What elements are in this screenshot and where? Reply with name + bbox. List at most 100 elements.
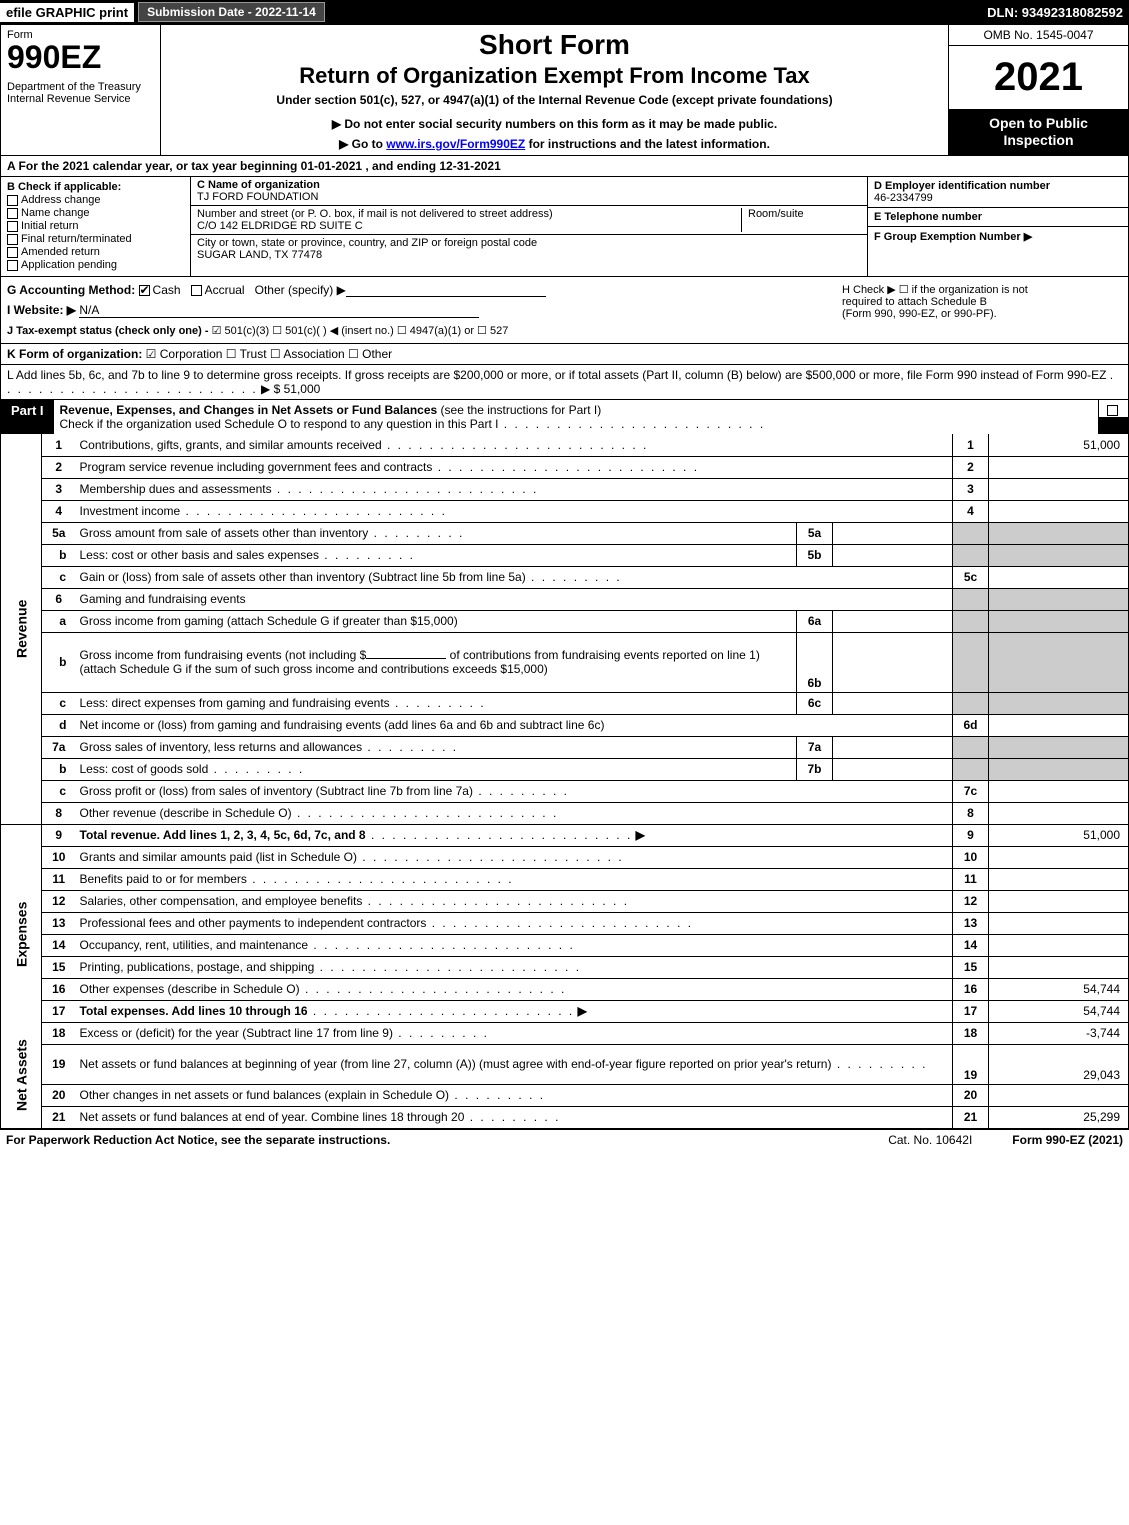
arrow-icon: ▶ (636, 828, 645, 842)
chk-accrual[interactable] (191, 285, 202, 296)
row-12-value (989, 890, 1129, 912)
row-15-rlab: 15 (953, 956, 989, 978)
row-15-desc: Printing, publications, postage, and shi… (80, 960, 315, 974)
c-name-label: C Name of organization (197, 179, 861, 191)
part-1-tab: Part I (1, 400, 54, 421)
other-specify-input[interactable] (346, 283, 546, 297)
row-7b-shade (953, 758, 989, 780)
l-text: L Add lines 5b, 6c, and 7b to line 9 to … (7, 368, 1106, 382)
row-19-desc: Net assets or fund balances at beginning… (80, 1057, 832, 1071)
c-addr-label: Number and street (or P. O. box, if mail… (197, 208, 741, 220)
row-2-num: 2 (42, 456, 76, 478)
efile-label: efile GRAPHIC print (0, 3, 134, 22)
row-17-num: 17 (42, 1000, 76, 1022)
row-4-num: 4 (42, 500, 76, 522)
row-11-rlab: 11 (953, 868, 989, 890)
dots-icon (464, 1110, 560, 1124)
row-15-value (989, 956, 1129, 978)
row-5c-desc: Gain or (loss) from sale of assets other… (80, 570, 526, 584)
row-6a-desc: Gross income from gaming (attach Schedul… (80, 614, 458, 628)
line-a: A For the 2021 calendar year, or tax yea… (0, 156, 1129, 177)
chk-address-change[interactable]: Address change (7, 194, 184, 206)
h-text2: required to attach Schedule B (842, 296, 1122, 308)
row-7b-inval (833, 758, 953, 780)
row-12-rlab: 12 (953, 890, 989, 912)
row-19-rlab: 19 (953, 1044, 989, 1084)
part-1-checkbox-cell (1098, 400, 1128, 417)
dots-icon (498, 417, 765, 431)
row-5c-rlab: 5c (953, 566, 989, 588)
row-4-value (989, 500, 1129, 522)
row-6a-inlab: 6a (797, 610, 833, 632)
row-18-rlab: 18 (953, 1022, 989, 1044)
row-15-num: 15 (42, 956, 76, 978)
row-18-desc: Excess or (deficit) for the year (Subtra… (80, 1026, 393, 1040)
k-options: ☑ Corporation ☐ Trust ☐ Association ☐ Ot… (146, 347, 392, 361)
row-21-rlab: 21 (953, 1106, 989, 1128)
part-1-title: Revenue, Expenses, and Changes in Net As… (54, 400, 1098, 434)
row-9-value: 51,000 (989, 824, 1129, 846)
l-amount: 51,000 (284, 382, 321, 396)
row-3-value (989, 478, 1129, 500)
row-2-rlab: 2 (953, 456, 989, 478)
chk-application-pending[interactable]: Application pending (7, 259, 184, 271)
row-5c-num: c (42, 566, 76, 588)
part-1-header: Part I Revenue, Expenses, and Changes in… (0, 400, 1129, 434)
dots-icon (308, 938, 575, 952)
row-14-rlab: 14 (953, 934, 989, 956)
dots-icon (382, 438, 649, 452)
row-7a-shade (953, 736, 989, 758)
f-label: F Group Exemption Number ▶ (874, 230, 1122, 243)
side-revenue: Revenue (1, 434, 42, 824)
row-18-num: 18 (42, 1022, 76, 1044)
irs-link[interactable]: www.irs.gov/Form990EZ (386, 137, 525, 151)
l-amount-prefix: ▶ $ (261, 382, 284, 396)
goto-prefix: ▶ Go to (339, 137, 386, 151)
b-header: B Check if applicable: (7, 181, 184, 193)
dots-icon (292, 806, 559, 820)
dots-icon (426, 916, 693, 930)
row-6d-desc: Net income or (loss) from gaming and fun… (80, 718, 605, 732)
form-header: Form 990EZ Department of the Treasury In… (0, 24, 1129, 156)
dln-label: DLN: 93492318082592 (987, 5, 1129, 20)
row-8-num: 8 (42, 802, 76, 824)
row-20-desc: Other changes in net assets or fund bala… (80, 1088, 450, 1102)
row-4-rlab: 4 (953, 500, 989, 522)
main-title: Return of Organization Exempt From Incom… (169, 63, 940, 89)
e-label: E Telephone number (874, 211, 1122, 223)
column-c: C Name of organization TJ FORD FOUNDATIO… (191, 177, 868, 276)
row-5b-num: b (42, 544, 76, 566)
dots-icon (368, 526, 464, 540)
chk-amended-return[interactable]: Amended return (7, 246, 184, 258)
row-13-rlab: 13 (953, 912, 989, 934)
column-b: B Check if applicable: Address change Na… (1, 177, 191, 276)
arrow-icon: ▶ (578, 1004, 587, 1018)
row-10-value (989, 846, 1129, 868)
row-1-value: 51,000 (989, 434, 1129, 456)
chk-cash[interactable] (139, 285, 150, 296)
chk-initial-return[interactable]: Initial return (7, 220, 184, 232)
chk-schedule-o[interactable] (1107, 405, 1118, 416)
row-20-num: 20 (42, 1084, 76, 1106)
chk-final-return[interactable]: Final return/terminated (7, 233, 184, 245)
row-2-desc: Program service revenue including govern… (80, 460, 433, 474)
row-6-shade2 (989, 588, 1129, 610)
dots-icon (319, 548, 415, 562)
row-6a-shade (953, 610, 989, 632)
dots-icon (362, 894, 629, 908)
row-6d-value (989, 714, 1129, 736)
open-to-public: Open to Public Inspection (949, 109, 1128, 155)
chk-name-change[interactable]: Name change (7, 207, 184, 219)
d-label: D Employer identification number (874, 180, 1122, 192)
row-1-rlab: 1 (953, 434, 989, 456)
row-14-desc: Occupancy, rent, utilities, and maintena… (80, 938, 309, 952)
row-12-desc: Salaries, other compensation, and employ… (80, 894, 363, 908)
org-name: TJ FORD FOUNDATION (197, 191, 861, 203)
row-6a-shade2 (989, 610, 1129, 632)
row-5a-desc: Gross amount from sale of assets other t… (80, 526, 369, 540)
row-6b-amount-input[interactable] (366, 658, 446, 659)
dots-icon (208, 762, 304, 776)
row-6c-inval (833, 692, 953, 714)
row-13-desc: Professional fees and other payments to … (80, 916, 427, 930)
row-16-num: 16 (42, 978, 76, 1000)
